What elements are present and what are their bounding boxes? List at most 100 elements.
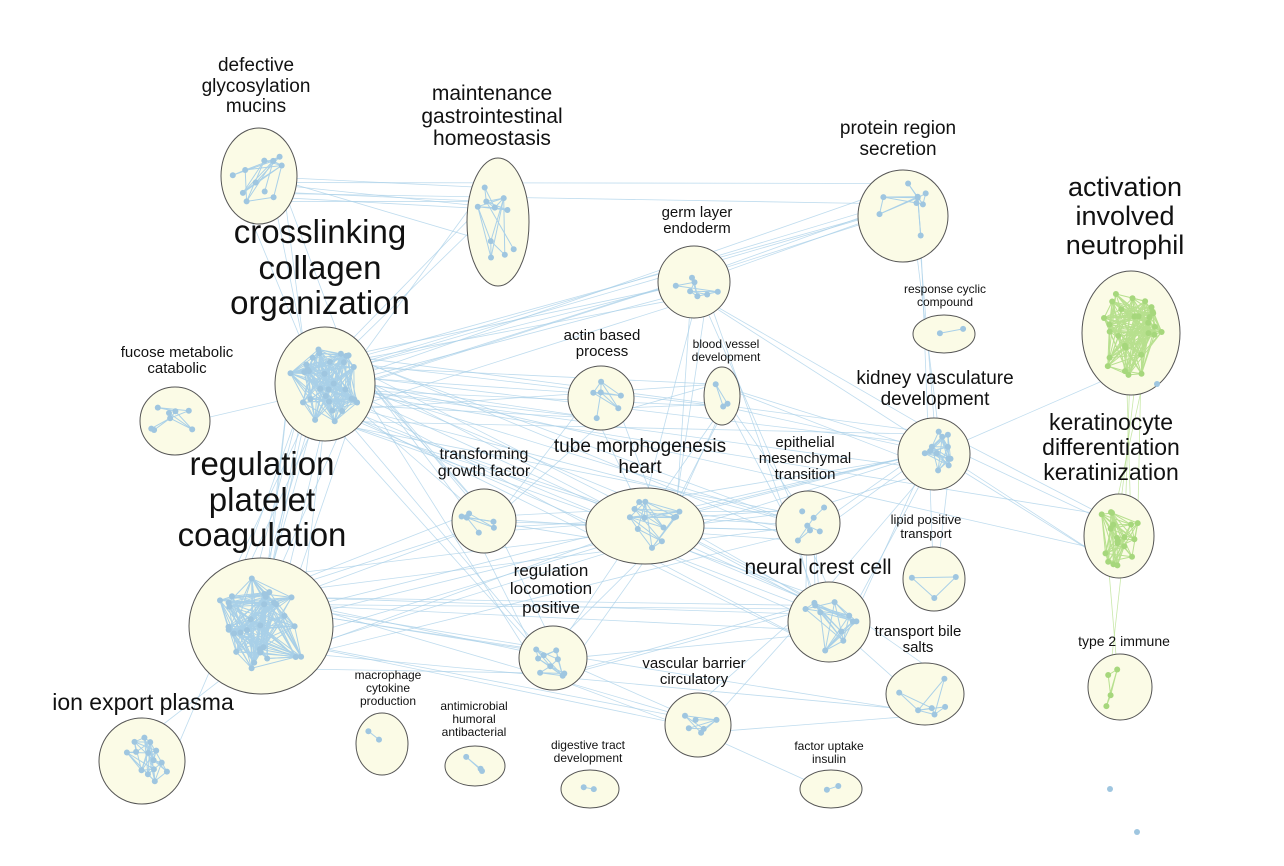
node-cyclic-0[interactable] bbox=[960, 325, 967, 332]
singleton-node-2[interactable] bbox=[1134, 829, 1140, 835]
node-actin-1[interactable] bbox=[590, 389, 597, 396]
node-kidney-7[interactable] bbox=[935, 467, 942, 474]
node-fucose-5[interactable] bbox=[185, 407, 192, 414]
node-protein-4[interactable] bbox=[905, 180, 912, 187]
node-mucins-10[interactable] bbox=[242, 167, 249, 173]
node-kidney-6[interactable] bbox=[945, 455, 952, 462]
node-bloodvessel-2[interactable] bbox=[712, 381, 719, 388]
node-crosslinking-18[interactable] bbox=[342, 386, 349, 393]
node-platelet-22[interactable] bbox=[291, 623, 298, 630]
node-actin-3[interactable] bbox=[598, 378, 605, 385]
node-ion-8[interactable] bbox=[123, 749, 130, 756]
node-locomotion-6[interactable] bbox=[535, 655, 542, 662]
node-gastro-3[interactable] bbox=[491, 204, 498, 211]
node-neutrophil-9[interactable] bbox=[1131, 313, 1138, 320]
node-gastro-1[interactable] bbox=[481, 184, 488, 191]
node-bile-1[interactable] bbox=[896, 689, 903, 696]
node-emt-4[interactable] bbox=[810, 514, 817, 521]
node-tube-2[interactable] bbox=[641, 514, 648, 521]
node-mucins-1[interactable] bbox=[229, 172, 236, 179]
node-tube-6[interactable] bbox=[642, 498, 649, 505]
node-locomotion-4[interactable] bbox=[533, 646, 540, 653]
node-bile-4[interactable] bbox=[928, 705, 935, 712]
cluster-immune[interactable] bbox=[1087, 653, 1153, 721]
node-tube-8[interactable] bbox=[634, 526, 641, 532]
node-neural-4[interactable] bbox=[838, 628, 845, 635]
node-neutrophil-11[interactable] bbox=[1145, 319, 1152, 326]
node-crosslinking-20[interactable] bbox=[307, 396, 314, 403]
node-crosslinking-25[interactable] bbox=[312, 416, 319, 423]
node-ion-0[interactable] bbox=[153, 747, 160, 754]
node-neutrophil-2[interactable] bbox=[1151, 331, 1158, 338]
node-mucins-2[interactable] bbox=[239, 189, 246, 196]
node-crosslinking-11[interactable] bbox=[303, 361, 310, 368]
cluster-lipid[interactable] bbox=[902, 546, 966, 612]
cluster-ion[interactable] bbox=[98, 717, 186, 805]
node-kidney-8[interactable] bbox=[935, 428, 942, 435]
node-actin-2[interactable] bbox=[593, 415, 600, 422]
node-kidney-2[interactable] bbox=[933, 450, 940, 457]
node-ion-2[interactable] bbox=[163, 768, 170, 775]
node-crosslinking-7[interactable] bbox=[317, 385, 324, 392]
node-neural-2[interactable] bbox=[812, 602, 819, 609]
node-tgf-5[interactable] bbox=[463, 514, 470, 521]
node-vascular-2[interactable] bbox=[713, 716, 720, 723]
node-protein-3[interactable] bbox=[876, 211, 883, 218]
node-neutrophil-8[interactable] bbox=[1118, 306, 1125, 313]
node-ion-13[interactable] bbox=[131, 738, 138, 745]
node-bile-5[interactable] bbox=[915, 707, 922, 714]
node-tgf-3[interactable] bbox=[475, 529, 482, 536]
node-keratinocyte-6[interactable] bbox=[1098, 511, 1105, 518]
node-emt-0[interactable] bbox=[804, 522, 811, 529]
node-crosslinking-16[interactable] bbox=[343, 352, 350, 359]
node-platelet-26[interactable] bbox=[248, 575, 255, 582]
node-vascular-5[interactable] bbox=[698, 729, 705, 736]
node-crosslinking-21[interactable] bbox=[327, 358, 333, 365]
node-germ-4[interactable] bbox=[687, 288, 694, 295]
node-mucins-8[interactable] bbox=[270, 194, 277, 201]
node-tgf-1[interactable] bbox=[490, 524, 497, 531]
node-neutrophil-20[interactable] bbox=[1122, 368, 1128, 375]
node-neutrophil-3[interactable] bbox=[1135, 313, 1142, 320]
node-neutrophil-1[interactable] bbox=[1158, 329, 1165, 335]
node-platelet-8[interactable] bbox=[229, 593, 235, 600]
node-cyclic-1[interactable] bbox=[936, 330, 943, 337]
node-platelet-2[interactable] bbox=[244, 627, 250, 634]
node-emt-5[interactable] bbox=[807, 527, 813, 534]
node-protein-7[interactable] bbox=[919, 201, 926, 208]
node-crosslinking-22[interactable] bbox=[341, 359, 347, 366]
node-neural-9[interactable] bbox=[817, 609, 824, 616]
node-neural-8[interactable] bbox=[822, 647, 829, 654]
node-keratinocyte-7[interactable] bbox=[1134, 520, 1141, 527]
node-platelet-16[interactable] bbox=[247, 616, 254, 623]
node-locomotion-5[interactable] bbox=[540, 652, 547, 659]
node-crosslinking-17[interactable] bbox=[337, 350, 344, 357]
node-neutrophil-6[interactable] bbox=[1129, 295, 1136, 302]
node-platelet-5[interactable] bbox=[225, 599, 232, 606]
node-emt-1[interactable] bbox=[821, 504, 828, 511]
node-gastro-7[interactable] bbox=[487, 238, 494, 245]
node-immune-2[interactable] bbox=[1107, 692, 1114, 699]
node-keratinocyte-14[interactable] bbox=[1110, 561, 1117, 568]
node-tube-5[interactable] bbox=[660, 524, 667, 531]
node-crosslinking-13[interactable] bbox=[351, 396, 358, 403]
node-fucose-6[interactable] bbox=[151, 427, 158, 433]
node-germ-1[interactable] bbox=[691, 279, 698, 286]
node-crosslinking-9[interactable] bbox=[350, 364, 357, 370]
node-lipid-1[interactable] bbox=[931, 595, 938, 601]
node-crosslinking-1[interactable] bbox=[287, 370, 294, 377]
node-bile-3[interactable] bbox=[931, 711, 938, 718]
node-keratinocyte-16[interactable] bbox=[1110, 521, 1117, 528]
node-locomotion-8[interactable] bbox=[547, 663, 554, 670]
node-gastro-2[interactable] bbox=[504, 207, 511, 213]
node-immune-1[interactable] bbox=[1105, 672, 1112, 678]
node-crosslinking-28[interactable] bbox=[300, 399, 306, 406]
node-platelet-18[interactable] bbox=[237, 629, 244, 636]
node-emt-3[interactable] bbox=[794, 537, 801, 544]
node-vascular-1[interactable] bbox=[685, 725, 692, 732]
node-insulin-0[interactable] bbox=[823, 786, 830, 793]
node-immune-0[interactable] bbox=[1114, 666, 1121, 673]
node-keratinocyte-4[interactable] bbox=[1121, 543, 1128, 550]
node-tube-7[interactable] bbox=[636, 499, 643, 505]
node-neutrophil-14[interactable] bbox=[1106, 354, 1113, 361]
